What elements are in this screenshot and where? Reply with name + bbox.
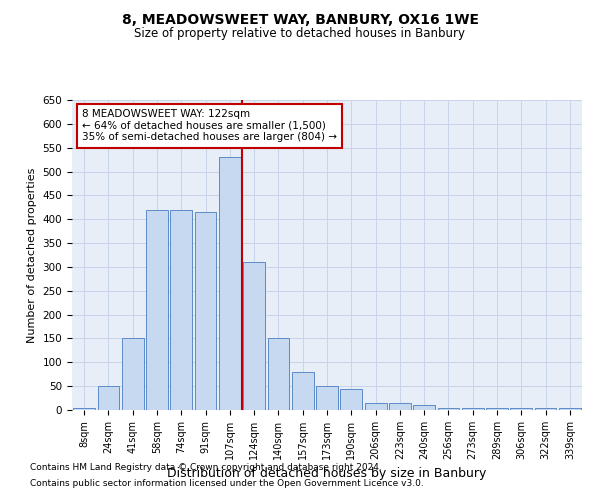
Text: 8, MEADOWSWEET WAY, BANBURY, OX16 1WE: 8, MEADOWSWEET WAY, BANBURY, OX16 1WE [121,12,479,26]
Text: Size of property relative to detached houses in Banbury: Size of property relative to detached ho… [134,28,466,40]
Text: Contains HM Land Registry data © Crown copyright and database right 2024.: Contains HM Land Registry data © Crown c… [30,464,382,472]
Bar [97,386,119,410]
Bar [486,408,508,410]
Bar [268,338,289,410]
Bar [73,408,95,410]
Text: Contains public sector information licensed under the Open Government Licence v3: Contains public sector information licen… [30,478,424,488]
Y-axis label: Number of detached properties: Number of detached properties [27,168,37,342]
Bar [219,157,241,410]
Bar [340,388,362,410]
Bar [146,210,168,410]
Bar [462,408,484,410]
X-axis label: Distribution of detached houses by size in Banbury: Distribution of detached houses by size … [167,468,487,480]
Bar [511,408,532,410]
Bar [437,408,460,410]
Bar [194,212,217,410]
Bar [365,403,386,410]
Bar [413,405,435,410]
Bar [243,262,265,410]
Text: 8 MEADOWSWEET WAY: 122sqm
← 64% of detached houses are smaller (1,500)
35% of se: 8 MEADOWSWEET WAY: 122sqm ← 64% of detac… [82,110,337,142]
Bar [316,386,338,410]
Bar [559,408,581,410]
Bar [292,372,314,410]
Bar [170,210,192,410]
Bar [122,338,143,410]
Bar [389,403,411,410]
Bar [535,408,556,410]
